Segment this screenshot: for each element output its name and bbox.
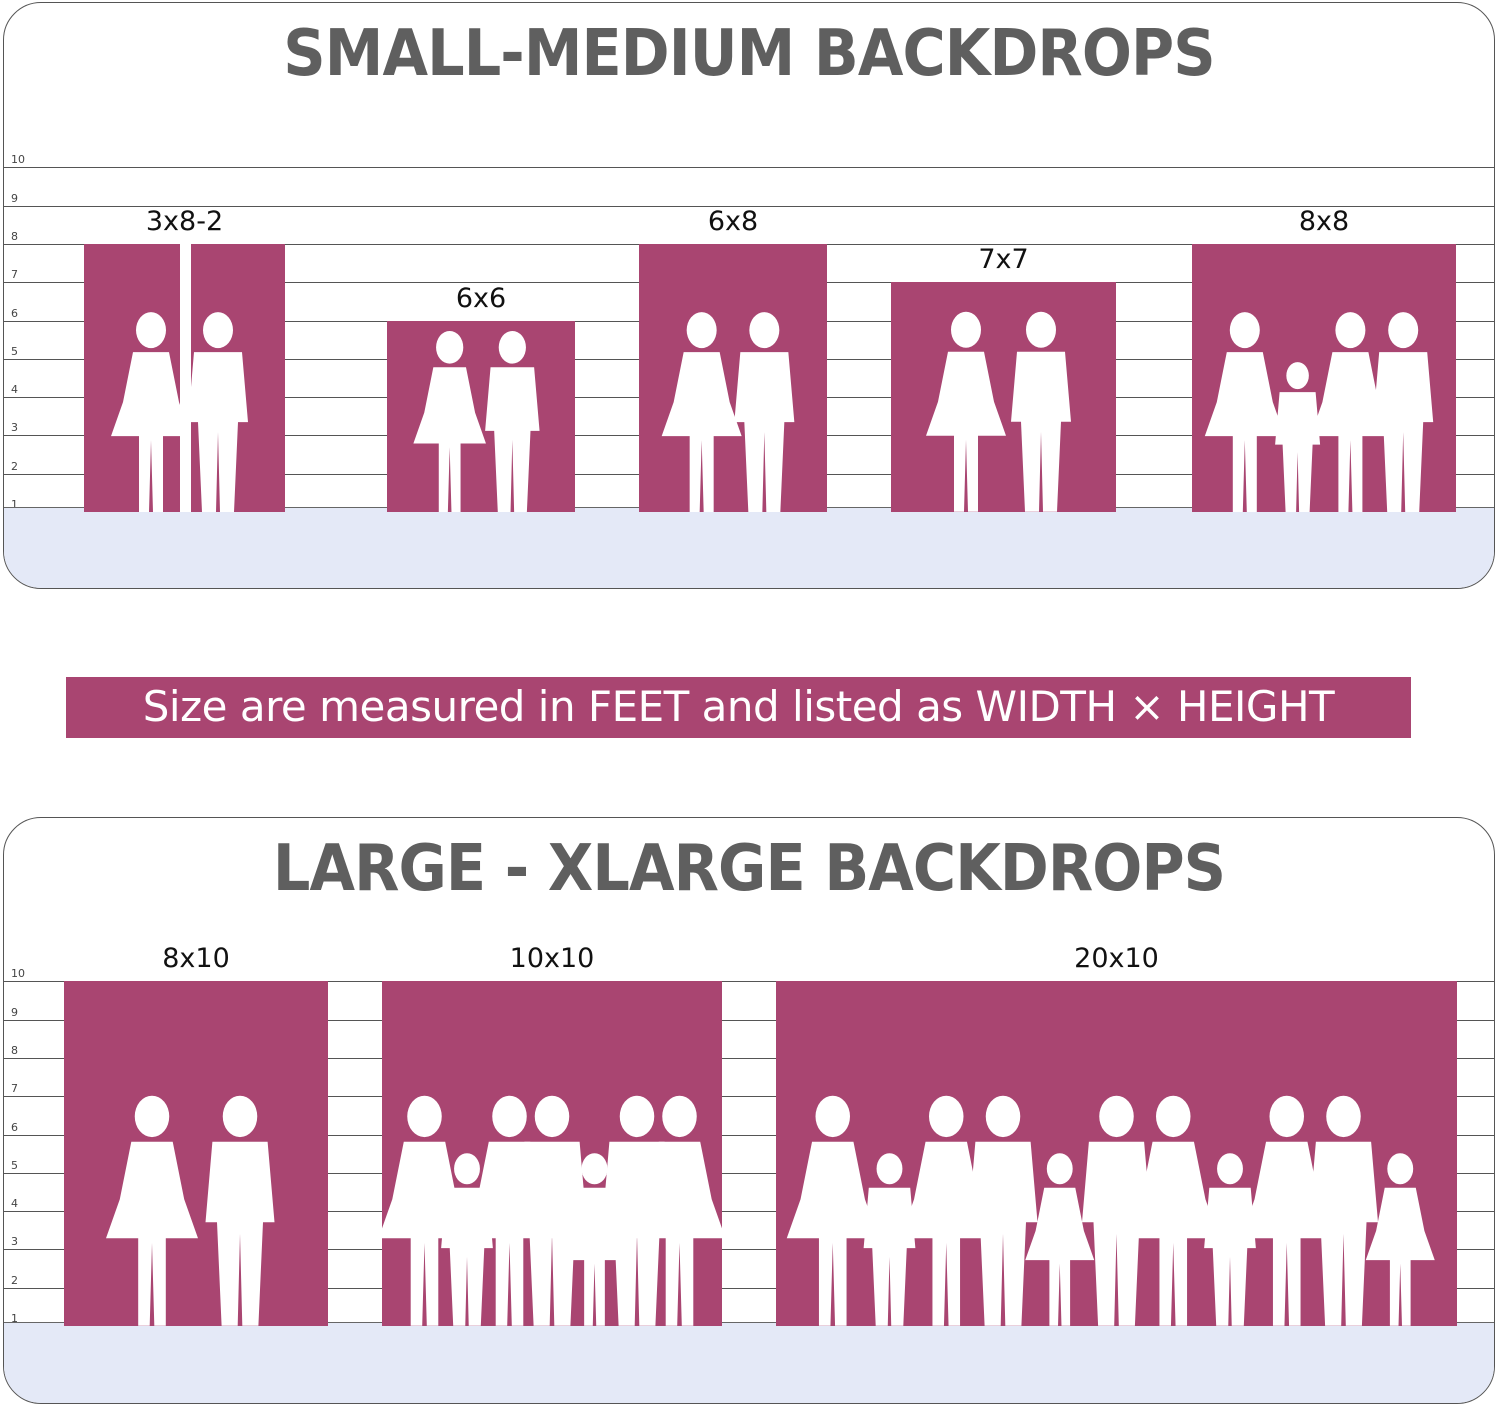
tick-label: 9 (11, 1005, 18, 1019)
silhouettes (382, 1095, 722, 1326)
backdrop-size-label: 8x8 (1298, 205, 1350, 237)
backdrop-8x8 (1192, 243, 1456, 512)
person-silhouette (1204, 311, 1285, 512)
tick-label: 3 (11, 1235, 18, 1249)
grid-line (4, 1019, 1494, 1021)
person-silhouette (517, 1095, 587, 1326)
tick-label: 2 (11, 459, 18, 473)
grid-line (4, 167, 1494, 169)
tick-label: 8 (11, 229, 18, 243)
grid-line (4, 1172, 1494, 1174)
person-silhouette (734, 311, 795, 512)
person-silhouette (900, 1095, 993, 1326)
backdrop-size-label: 6x8 (707, 205, 759, 237)
tick-label: 10 (11, 153, 25, 167)
units-banner: Size are measured in FEET and listed as … (66, 677, 1411, 738)
grid-line (4, 1249, 1494, 1251)
panel-title: LARGE - XLARGE BACKDROPS (272, 832, 1226, 906)
tick-label: 5 (11, 1158, 18, 1172)
person-silhouette (1204, 1153, 1256, 1326)
person-silhouette (1011, 311, 1071, 512)
person-silhouette (1127, 1095, 1220, 1326)
grid-line (4, 1211, 1494, 1213)
silhouettes (413, 330, 540, 512)
backdrop-size-label: 7x7 (978, 244, 1029, 276)
grid-line (4, 1096, 1494, 1098)
grid-line (4, 205, 1494, 207)
panel-title: SMALL-MEDIUM BACKDROPS (283, 17, 1215, 91)
backdrop-10x10 (382, 981, 722, 1326)
tick-label: 5 (11, 344, 18, 358)
person-silhouette (863, 1153, 916, 1326)
backdrop-size-label: 10x10 (509, 943, 595, 975)
backdrop-3x8-2 (84, 243, 285, 512)
person-silhouette (106, 1095, 198, 1326)
grid-line (4, 1287, 1494, 1289)
person-silhouette (1365, 1153, 1435, 1326)
person-silhouette (1310, 311, 1391, 512)
backdrop-size-label: 8x10 (162, 943, 230, 975)
silhouettes (786, 1095, 1435, 1326)
person-silhouette (413, 330, 486, 512)
person-silhouette (926, 311, 1006, 512)
floor (4, 1322, 1494, 1403)
tick-label: 6 (11, 306, 18, 320)
silhouettes (661, 311, 795, 512)
person-silhouette (1082, 1095, 1151, 1326)
tick-label: 1 (11, 1312, 18, 1325)
grid-line (4, 1057, 1494, 1059)
person-silhouette (111, 311, 191, 512)
person-silhouette (382, 1095, 471, 1326)
tick-label: 8 (11, 1043, 18, 1057)
panel-gap (179, 243, 191, 512)
person-silhouette (1025, 1153, 1095, 1326)
backdrop-6x8 (639, 243, 827, 512)
person-silhouette (1373, 311, 1434, 512)
large-xlarge-panel: LARGE - XLARGE BACKDROPS 1 2 3 4 5 6 7 8 9 10 8x10… (3, 817, 1495, 1404)
person-silhouette (786, 1095, 879, 1326)
tick-label: 3 (11, 421, 18, 435)
small-medium-panel: SMALL-MEDIUM BACKDROPS 1 2 3 4 5 6 7 8 9 10 3x8-2 6… (3, 2, 1495, 589)
silhouettes (1204, 311, 1434, 512)
backdrop-size-label: 6x6 (455, 282, 507, 314)
tick-label: 4 (11, 1197, 18, 1211)
silhouettes (926, 311, 1071, 512)
person-silhouette (1309, 1095, 1378, 1326)
person-silhouette (661, 311, 742, 512)
silhouettes (111, 311, 248, 512)
tick-label: 2 (11, 1273, 18, 1287)
tick-label: 9 (11, 191, 18, 205)
tick-label: 6 (11, 1120, 18, 1134)
backdrop-size-label: 20x10 (1074, 943, 1159, 975)
backdrop-8x10 (64, 981, 328, 1326)
person-silhouette (205, 1095, 275, 1326)
silhouettes (106, 1095, 275, 1326)
person-silhouette (188, 311, 248, 512)
grid-line (4, 1134, 1494, 1136)
backdrop-size-label: 3x8-2 (145, 205, 224, 237)
grid-line (4, 981, 1494, 983)
person-silhouette (1275, 361, 1321, 512)
floor (4, 507, 1494, 588)
backdrop-7x7 (891, 282, 1116, 512)
backdrop-6x6 (387, 320, 575, 512)
person-silhouette (968, 1095, 1038, 1326)
tick-label: 10 (11, 967, 25, 981)
person-silhouette (633, 1095, 722, 1326)
tick-label: 7 (11, 1082, 18, 1096)
tick-label: 7 (11, 268, 18, 282)
backdrop-20x10 (776, 981, 1457, 1326)
tick-label: 4 (11, 383, 18, 397)
person-silhouette (485, 330, 540, 512)
tick-label: 1 (11, 498, 18, 511)
person-silhouette (1240, 1095, 1333, 1326)
